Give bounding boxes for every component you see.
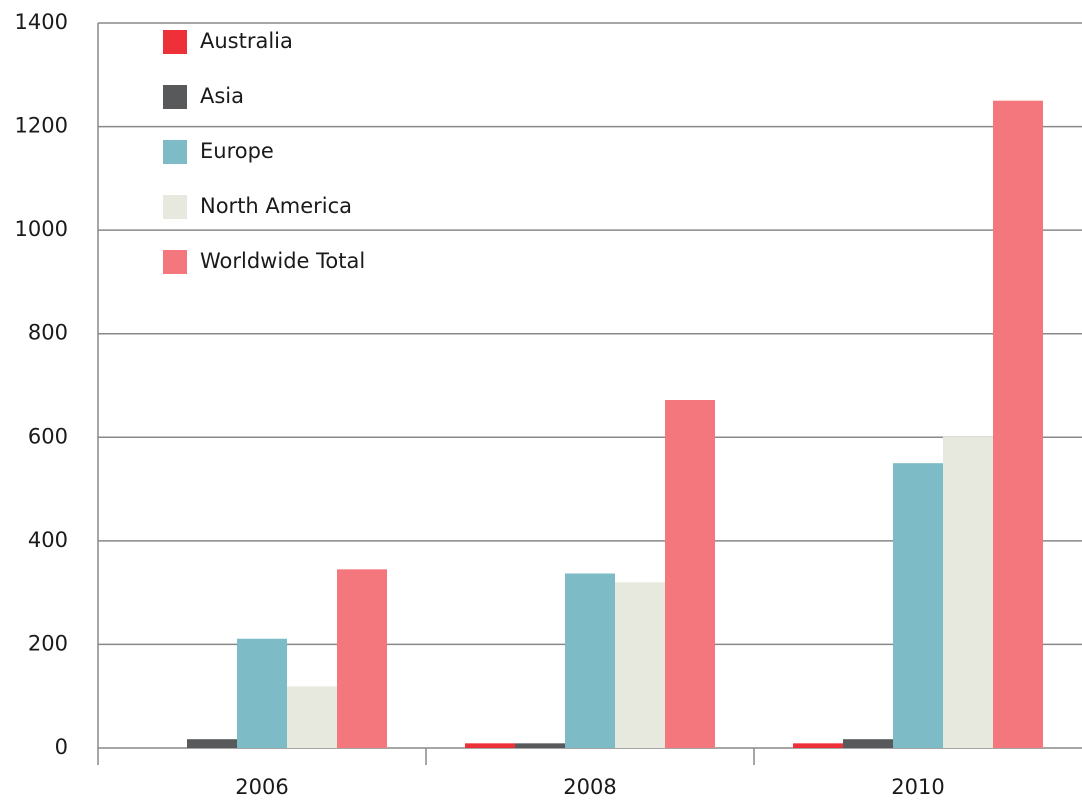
x-tick-label: 2010	[891, 775, 944, 799]
y-tick-label: 1400	[15, 10, 68, 34]
y-tick-label: 800	[28, 321, 68, 345]
legend-swatch	[163, 30, 187, 54]
bar	[465, 743, 515, 748]
bar	[793, 743, 843, 748]
y-tick-label: 400	[28, 528, 68, 552]
bar	[665, 400, 715, 748]
bar	[287, 686, 337, 748]
y-tick-label: 1200	[15, 114, 68, 138]
bar	[843, 739, 893, 748]
legend-swatch	[163, 195, 187, 219]
legend-label: North America	[200, 194, 352, 218]
bar	[565, 573, 615, 748]
legend-label: Asia	[200, 84, 244, 108]
bar	[993, 100, 1043, 748]
y-tick-label: 600	[28, 424, 68, 448]
bar	[515, 743, 565, 748]
bar	[893, 463, 943, 748]
x-tick-label: 2006	[235, 775, 288, 799]
y-tick-label: 0	[55, 735, 68, 759]
bar	[615, 582, 665, 748]
x-tick-label: 2008	[563, 775, 616, 799]
legend-label: Worldwide Total	[200, 249, 365, 273]
bar	[237, 638, 287, 748]
y-tick-label: 200	[28, 631, 68, 655]
bar	[187, 739, 237, 748]
legend-swatch	[163, 250, 187, 274]
y-tick-label: 1000	[15, 217, 68, 241]
bar	[337, 569, 387, 748]
legend-swatch	[163, 85, 187, 109]
legend-label: Australia	[200, 29, 293, 53]
legend-label: Europe	[200, 139, 274, 163]
bar	[943, 436, 993, 748]
legend-swatch	[163, 140, 187, 164]
